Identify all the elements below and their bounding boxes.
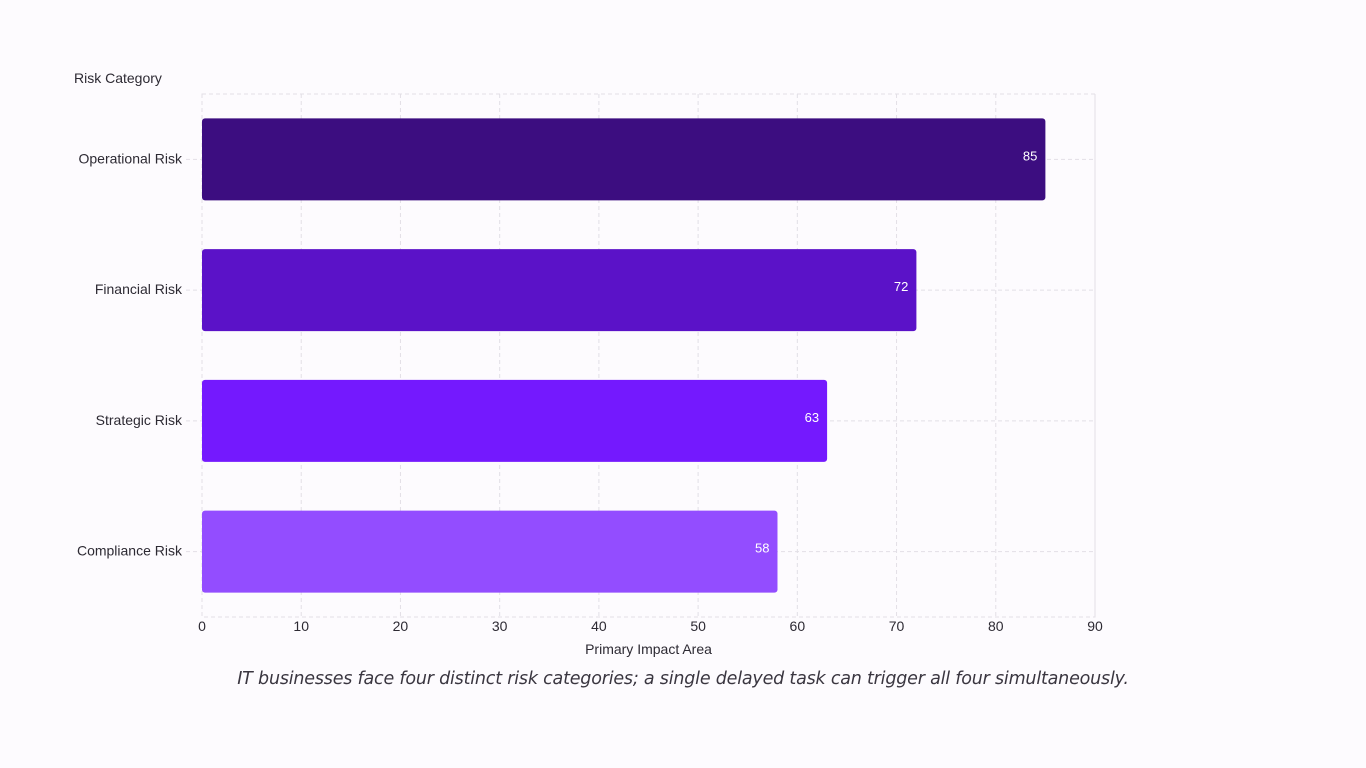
category-label: Strategic Risk [96, 412, 183, 428]
y-axis-title: Risk Category [74, 70, 162, 86]
chart-caption: IT businesses face four distinct risk ca… [237, 669, 1129, 689]
category-label: Financial Risk [95, 281, 183, 297]
bar [202, 510, 778, 593]
x-tick-label: 60 [790, 618, 806, 634]
bar [202, 379, 828, 462]
x-tick-label: 0 [198, 618, 206, 634]
x-tick-label: 50 [690, 618, 706, 634]
x-tick-label: 90 [1087, 618, 1103, 634]
bars [202, 118, 1046, 593]
x-tick-label: 10 [293, 618, 309, 634]
bar-value-label: 72 [894, 279, 908, 294]
bar-value-label: 85 [1023, 148, 1037, 163]
x-tick-label: 80 [988, 618, 1004, 634]
bar [202, 249, 917, 332]
x-tick-label: 40 [591, 618, 607, 634]
bar-value-label: 63 [805, 410, 819, 425]
x-tick-label: 20 [393, 618, 409, 634]
category-label: Operational Risk [79, 150, 183, 166]
x-tick-label: 30 [492, 618, 508, 634]
labels: 0 10 20 30 40 50 60 70 80 90 85 Operational Risk 72 F… [77, 148, 1103, 657]
bar-value-label: 58 [755, 541, 769, 556]
x-tick-label: 70 [889, 618, 905, 634]
bar [202, 118, 1046, 201]
category-label: Compliance Risk [77, 543, 183, 559]
x-axis-title: Primary Impact Area [585, 641, 712, 657]
